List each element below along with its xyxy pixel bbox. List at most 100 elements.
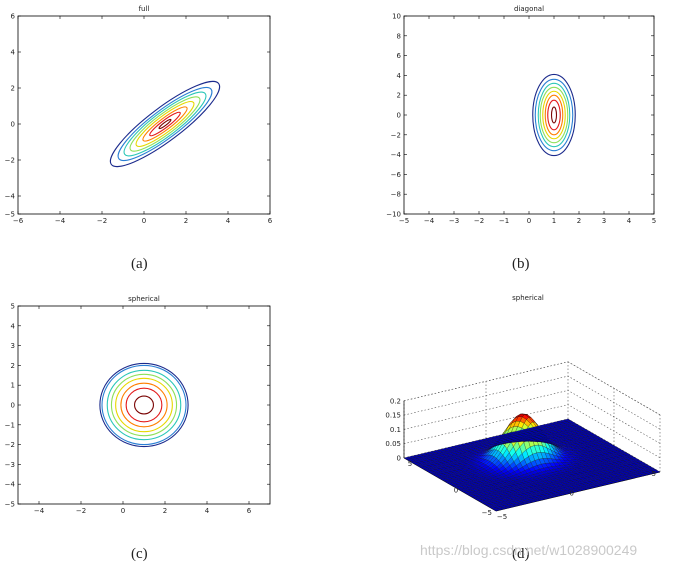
surface — [403, 413, 661, 512]
x-tick-label: 0 — [142, 217, 146, 225]
x-tick-label: −6 — [13, 217, 24, 225]
z-tick-label: 0.15 — [385, 412, 401, 420]
y-tick-label: −4 — [391, 151, 402, 159]
x-tick-label: 5 — [652, 217, 656, 225]
contour-line-0 — [158, 118, 172, 130]
x-tick-label: 4 — [627, 217, 632, 225]
x-tick-label: −2 — [76, 507, 86, 515]
y-tick-label: −4 — [5, 193, 16, 201]
contour-line-7 — [532, 73, 576, 157]
x-tick-label: −1 — [499, 217, 509, 225]
panel-label-b: (b) — [512, 256, 530, 272]
y-tick-label: 2 — [397, 92, 401, 100]
y-tick-label: −1 — [5, 421, 15, 429]
contour-line-2 — [142, 106, 188, 142]
x-tick-label: −3 — [449, 217, 459, 225]
y-tick-label: 0 — [11, 402, 15, 410]
watermark-text: https://blog.csdn.net/w1028900249 — [420, 542, 638, 558]
contour-line-7 — [99, 362, 189, 448]
contour-line-5 — [537, 82, 571, 148]
y-tick-label: −2 — [5, 157, 15, 165]
x-tick-label: 2 — [163, 507, 167, 515]
z-gridline — [403, 361, 661, 416]
contour-line-7 — [109, 80, 221, 168]
y-tick-label: −10 — [386, 211, 401, 219]
x-tick-label: 0 — [570, 490, 574, 498]
contour-line-0 — [550, 106, 558, 124]
panel-label-d: (d) — [512, 546, 530, 562]
x-tick-label: 1 — [552, 217, 556, 225]
x-tick-label: −4 — [55, 217, 66, 225]
contour-line-6 — [534, 78, 574, 152]
z-gridline — [403, 404, 661, 458]
contour-line-5 — [123, 91, 207, 157]
panel-label-a: (a) — [131, 256, 148, 272]
y-tick-label: −5 — [5, 501, 15, 509]
y-tick-label: −2 — [391, 131, 401, 139]
x-tick-label: 2 — [184, 217, 188, 225]
contour-line-1 — [125, 387, 163, 423]
y-tick-label: −8 — [391, 191, 401, 199]
contour-line-2 — [120, 382, 168, 428]
contour-line-5 — [106, 369, 182, 441]
y-tick-label: 10 — [392, 13, 401, 21]
contour-line-3 — [135, 101, 195, 147]
contour-line-0 — [134, 395, 155, 415]
x-tick-label: 4 — [205, 507, 210, 515]
y-tick-label: −5 — [497, 513, 507, 521]
contour-line-1 — [149, 111, 181, 137]
x-tick-label: 3 — [602, 217, 606, 225]
x-tick-label: 6 — [247, 507, 252, 515]
y-tick-label: 4 — [11, 322, 16, 330]
z-tick-label: 0.05 — [385, 440, 401, 448]
contour-line-2 — [544, 94, 564, 136]
y-tick-label: −3 — [5, 461, 15, 469]
x-tick-label: 4 — [226, 217, 231, 225]
y-tick-label: 6 — [397, 52, 402, 60]
chart-title: diagonal — [514, 5, 544, 13]
y-tick-label: 5 — [408, 460, 412, 468]
y-tick-label: 0 — [11, 121, 15, 129]
chart-title: spherical — [128, 295, 160, 303]
y-tick-label: 1 — [11, 382, 15, 390]
x-tick-label: −4 — [34, 507, 45, 515]
contour-line-4 — [129, 96, 201, 152]
y-tick-label: 0 — [454, 487, 458, 495]
contour-line-4 — [110, 373, 178, 437]
y-tick-label: 3 — [11, 342, 15, 350]
z-gridline — [403, 390, 661, 444]
plot-frame — [17, 15, 271, 215]
y-tick-label: 5 — [11, 303, 15, 311]
y-tick-label: 4 — [397, 72, 402, 80]
x-tick-label: −4 — [424, 217, 435, 225]
chart-c: spherical −4 −2 0 2 4 6 −5 −4 −3 −2 −1 0 1 2 3 4 5 — [5, 295, 271, 515]
y-tick-label: −5 — [5, 211, 15, 219]
contour-line-1 — [547, 99, 561, 131]
z-tick-label: 0.1 — [390, 426, 401, 434]
chart-b: diagonal−5 −4 −3 −2 −1 0 1 2 3 4 5−10−8−6−4−202468… — [386, 5, 656, 225]
z-gridline — [403, 375, 661, 430]
chart-a: full −6 −4 −2 0 2 4 6 −5 −4 −2 0 2 4 6 — [5, 5, 273, 225]
surface-patch — [403, 456, 411, 460]
x-tick-label: 5 — [652, 470, 656, 478]
z-tick-label: 0 — [397, 455, 401, 463]
y-tick-label: 4 — [11, 49, 16, 57]
y-tick-label: 8 — [397, 32, 401, 40]
y-tick-label: 2 — [11, 85, 15, 93]
chart-title: full — [139, 5, 150, 13]
y-tick-label: 0 — [397, 112, 401, 120]
contour-line-4 — [539, 86, 569, 144]
y-tick-label: −2 — [5, 441, 15, 449]
x-tick-label: 2 — [577, 217, 581, 225]
x-tick-label: −2 — [474, 217, 484, 225]
x-tick-label: 0 — [527, 217, 531, 225]
x-tick-label: −2 — [97, 217, 107, 225]
contour-line-3 — [542, 90, 566, 140]
contour-line-6 — [117, 86, 213, 162]
z-tick-label: 0.2 — [390, 397, 401, 405]
y-tick-label: −6 — [391, 171, 402, 179]
x-tick-label: 6 — [268, 217, 273, 225]
y-tick-label: −4 — [5, 481, 16, 489]
